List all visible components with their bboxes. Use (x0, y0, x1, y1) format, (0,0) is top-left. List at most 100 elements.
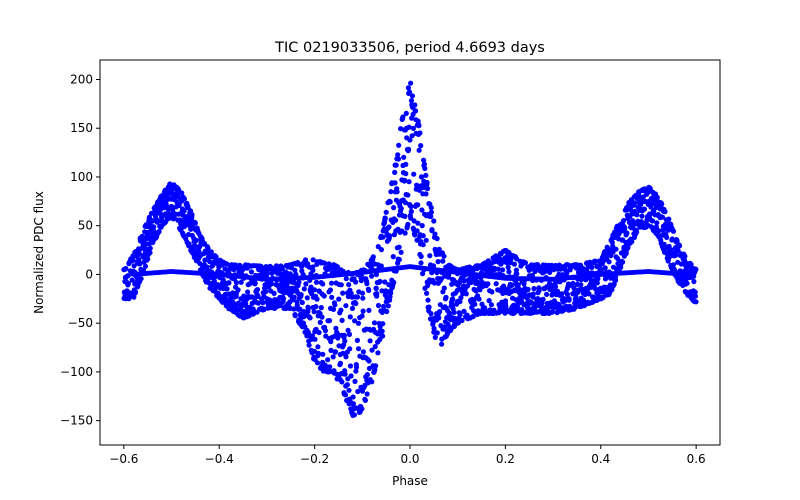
data-point (359, 313, 365, 319)
data-point (609, 239, 615, 245)
data-point (408, 80, 414, 86)
data-point (434, 236, 440, 242)
data-point (424, 290, 430, 296)
data-point (443, 294, 449, 300)
data-point (437, 309, 443, 315)
data-point (340, 290, 346, 296)
data-point (402, 177, 408, 183)
data-point (311, 287, 318, 293)
data-point (693, 299, 699, 305)
data-point (123, 265, 129, 272)
data-point (238, 279, 244, 285)
data-point (369, 273, 375, 279)
data-point (310, 257, 316, 263)
data-point (609, 287, 615, 293)
y-tick-label: −150 (60, 414, 93, 428)
data-point (425, 185, 431, 192)
data-point (291, 280, 297, 286)
data-point (156, 228, 162, 235)
data-point (424, 283, 431, 289)
data-point (354, 337, 360, 343)
data-point (391, 279, 397, 285)
data-point (421, 161, 427, 167)
x-tick-label: −0.4 (205, 452, 234, 466)
data-point (334, 264, 340, 270)
data-point (451, 309, 457, 315)
data-point (393, 162, 399, 168)
data-point (342, 338, 348, 344)
data-point (181, 208, 187, 214)
data-point (406, 124, 412, 130)
data-point (252, 280, 258, 286)
data-point (348, 373, 354, 379)
data-point (344, 382, 350, 388)
data-point (500, 267, 506, 273)
data-point (138, 276, 144, 282)
data-point (421, 157, 427, 163)
data-point (482, 305, 488, 311)
data-point (378, 263, 384, 269)
data-point (405, 221, 411, 227)
data-point (136, 257, 142, 263)
data-point (477, 287, 483, 293)
data-point (305, 306, 311, 312)
data-point (362, 397, 368, 403)
x-tick-label: −0.2 (300, 452, 329, 466)
data-point (292, 313, 298, 319)
data-point (570, 280, 576, 287)
data-point (342, 371, 348, 377)
data-point (446, 310, 453, 316)
data-point (406, 146, 412, 152)
data-point (181, 196, 187, 202)
data-point (573, 294, 579, 300)
data-point (315, 344, 321, 350)
data-point (373, 363, 379, 369)
data-point (641, 206, 648, 212)
data-point (319, 314, 325, 320)
data-point (345, 327, 351, 333)
data-point (653, 224, 660, 230)
data-point (179, 190, 185, 196)
data-point (430, 320, 436, 326)
data-point (338, 282, 344, 288)
data-point (418, 253, 424, 260)
data-point (384, 289, 390, 295)
data-point (409, 93, 415, 99)
data-point (343, 276, 349, 282)
data-point (254, 287, 261, 293)
data-point (664, 234, 670, 240)
y-tick-label: 150 (70, 121, 93, 135)
data-point (297, 306, 303, 312)
data-point (347, 314, 353, 320)
data-point (343, 354, 349, 360)
data-point (364, 372, 370, 378)
data-point (436, 315, 442, 321)
data-point (355, 388, 361, 395)
data-point (311, 309, 317, 315)
y-tick-label: 200 (70, 72, 93, 86)
data-point (320, 351, 326, 357)
data-point (428, 209, 434, 215)
data-point (458, 295, 464, 301)
data-point (623, 250, 629, 256)
data-point (374, 291, 380, 297)
data-point (402, 230, 408, 236)
data-point (395, 152, 401, 158)
data-point (328, 339, 334, 345)
data-point (347, 346, 353, 352)
data-point (329, 280, 335, 286)
data-point (415, 202, 421, 208)
data-point (406, 89, 413, 95)
data-point (235, 287, 241, 293)
data-point (622, 225, 628, 231)
data-point (402, 200, 409, 206)
data-point (298, 292, 304, 298)
data-point (602, 265, 608, 271)
data-point (318, 305, 324, 311)
data-point (382, 215, 388, 221)
data-point (396, 257, 402, 263)
data-point (346, 331, 353, 337)
data-point (379, 288, 385, 294)
data-point (416, 147, 422, 153)
data-point (435, 259, 441, 265)
